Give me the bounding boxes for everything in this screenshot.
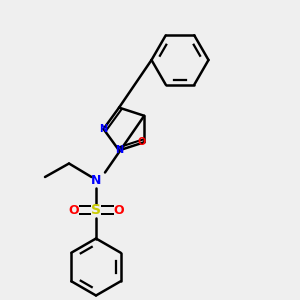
Text: N: N (91, 173, 101, 187)
Text: O: O (68, 203, 79, 217)
Text: N: N (115, 146, 123, 155)
Text: S: S (91, 203, 101, 217)
Text: O: O (113, 203, 124, 217)
Text: N: N (99, 124, 108, 134)
Text: O: O (137, 137, 145, 147)
